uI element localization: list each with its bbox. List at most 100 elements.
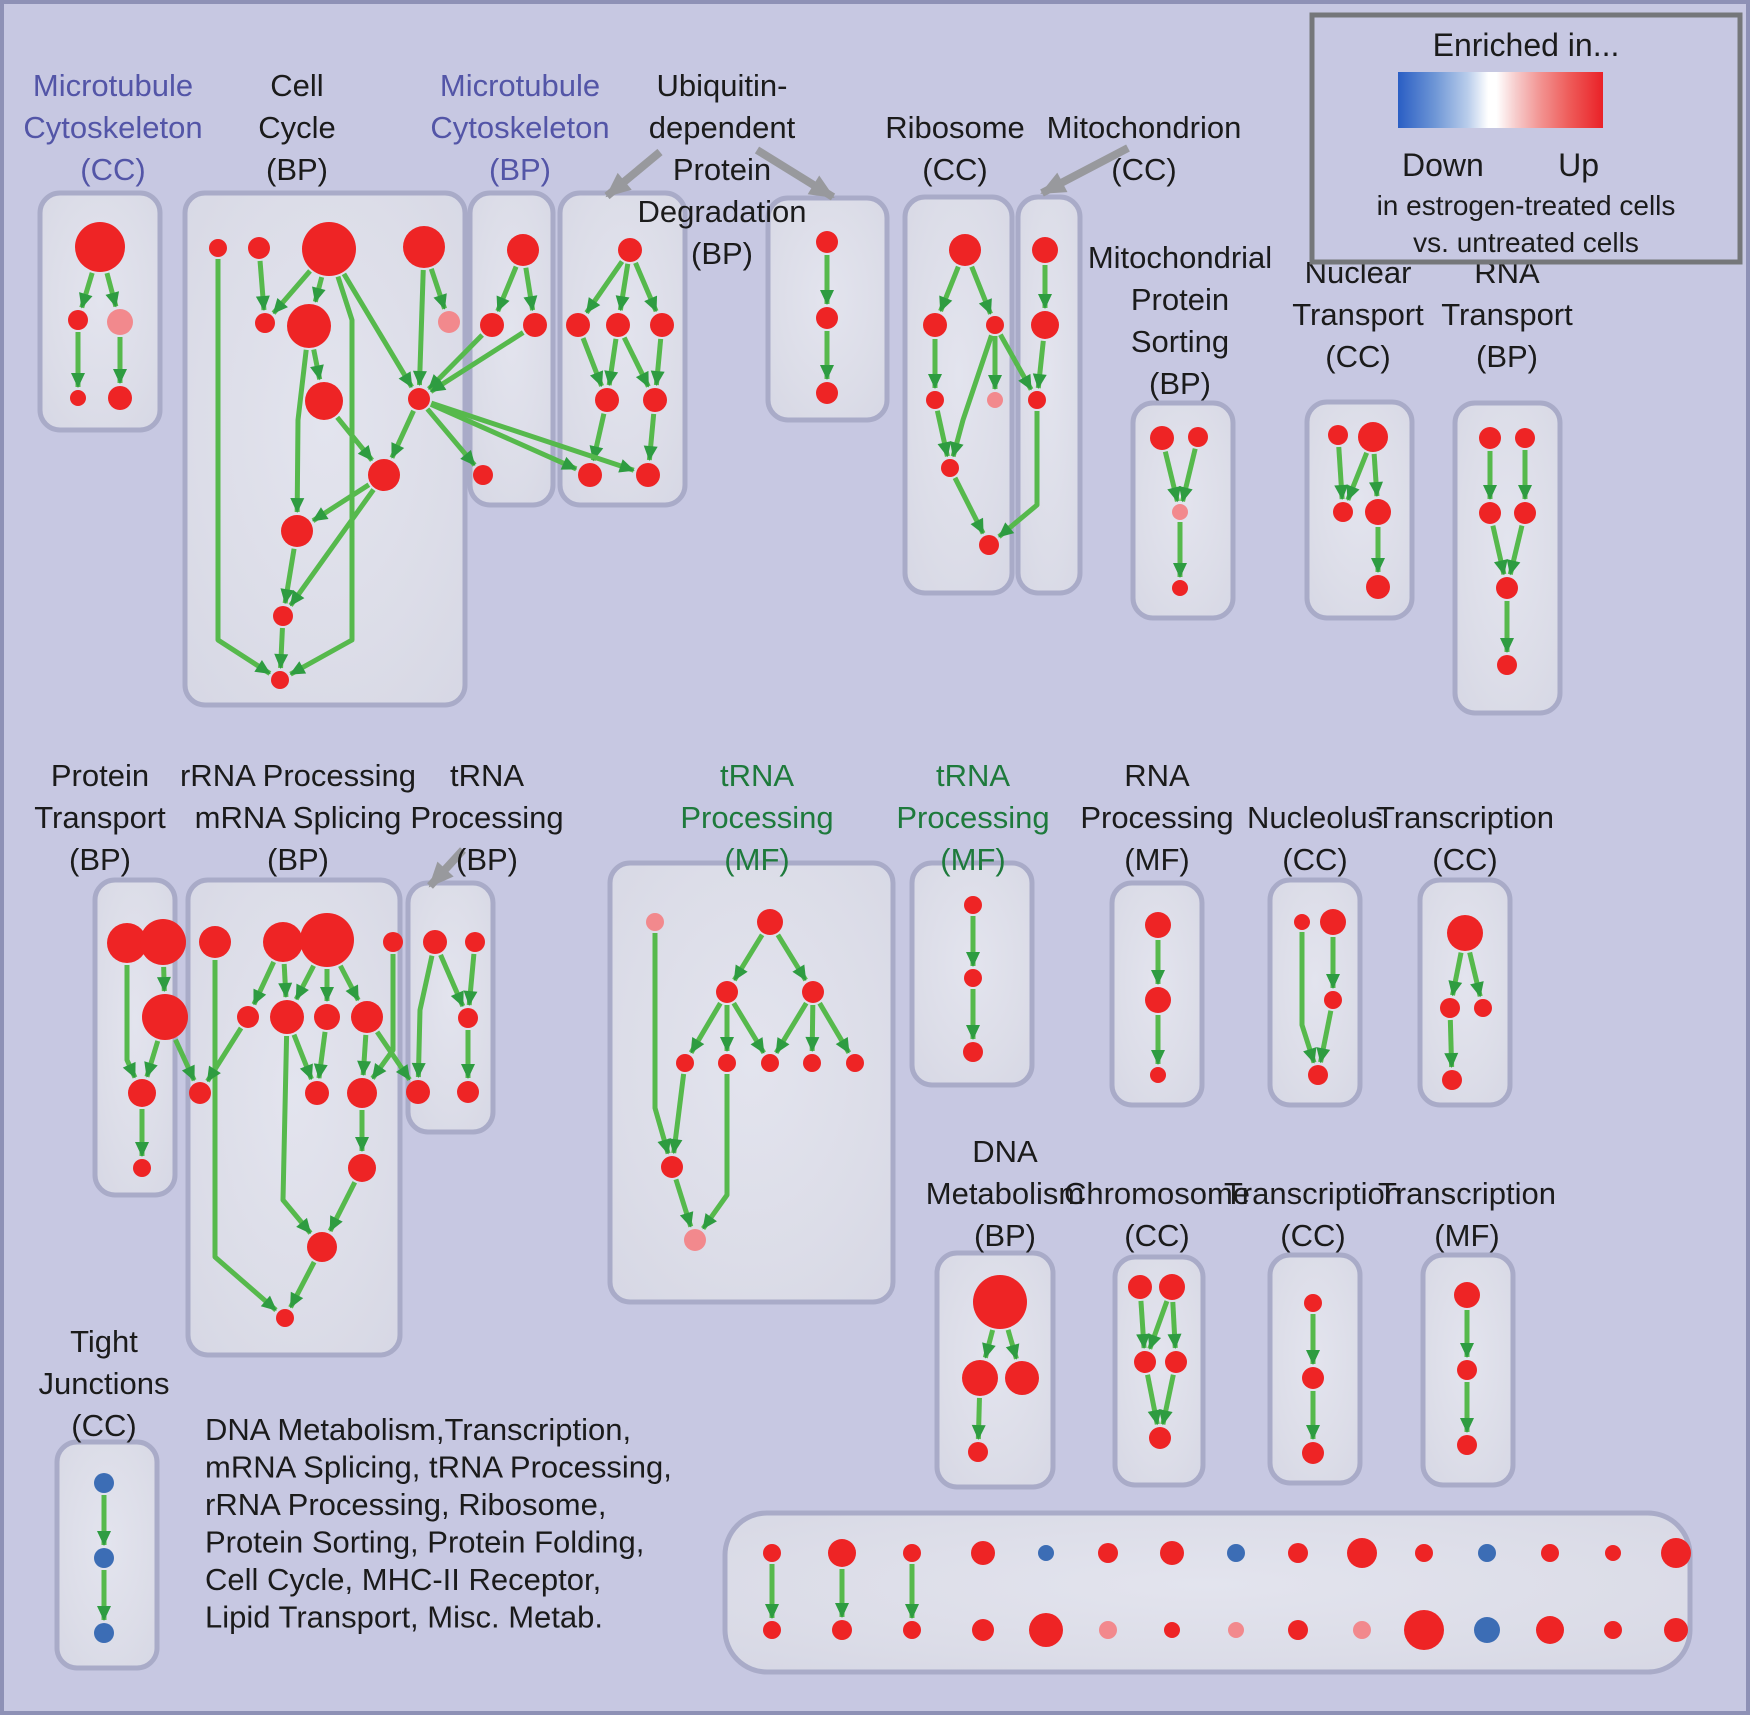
go-term-node-bt4: [1038, 1545, 1054, 1561]
edge-v9-v10: [673, 1178, 694, 1228]
edge-rt2-rt4: [1490, 525, 1508, 576]
legend-subtitle-1: in estrogen-treated cells: [1377, 190, 1676, 221]
cluster-label-18: Chromosome (CC): [1064, 1176, 1250, 1253]
legend-title: Enriched in...: [1433, 27, 1620, 63]
edge-n2-n3: [1316, 1010, 1334, 1064]
edge-v1-v3: [775, 933, 808, 982]
edge-tc1-tc3: [1444, 1019, 1459, 1069]
go-term-node-v0: [646, 913, 664, 931]
edge-s0-s13: [212, 960, 278, 1313]
cluster-label-9: Protein Transport (BP): [34, 758, 166, 877]
go-term-node-t4: [133, 1159, 151, 1177]
edge-v5-v10: [701, 1074, 730, 1231]
go-term-node-s12: [307, 1232, 337, 1262]
cluster-box-chromosome: [1112, 1254, 1206, 1488]
go-term-node-tc2: [1474, 999, 1492, 1017]
go-term-node-u6: [578, 463, 602, 487]
go-term-node-bb9: [1353, 1621, 1371, 1639]
cluster-box-cell-cycle: [182, 190, 468, 708]
go-term-node-n1: [1320, 909, 1346, 935]
edge-d1-d3: [971, 1397, 986, 1440]
go-term-node-bt14: [1661, 1538, 1691, 1568]
edge-r5-r6: [952, 476, 986, 535]
go-term-node-bt7: [1227, 1544, 1245, 1562]
edge-r0-r2: [969, 265, 993, 315]
go-term-node-tc3: [1442, 1070, 1462, 1090]
go-term-node-bb2: [903, 1621, 921, 1639]
go-term-node-s4: [237, 1006, 259, 1028]
edge-s2-s5: [294, 964, 316, 1001]
edge-u3-u5: [650, 338, 665, 387]
cluster-label-15: Nucleolus (CC): [1247, 800, 1383, 877]
edge-v3-v8: [817, 1001, 852, 1054]
edge-cca-ccm: [215, 259, 272, 676]
edge-p2-cci: [429, 330, 525, 394]
go-term-node-j2: [94, 1623, 114, 1643]
go-term-node-s5: [270, 1000, 304, 1034]
go-term-node-p1: [480, 313, 504, 337]
edge-t2-t3: [144, 1040, 161, 1078]
go-term-node-d3: [968, 1442, 988, 1462]
edge-s12-s13: [288, 1260, 317, 1309]
go-term-node-bt0: [763, 1544, 781, 1562]
go-term-node-v5: [718, 1054, 736, 1072]
go-term-node-ccl: [273, 606, 293, 626]
go-term-node-u2: [606, 313, 630, 337]
go-term-node-r0: [949, 234, 981, 266]
edge-u5-u7: [643, 413, 658, 462]
edge-w0-w3: [411, 955, 435, 1078]
go-term-node-bt1: [828, 1539, 856, 1567]
label-pointer-arrow-2: [1040, 144, 1130, 197]
go-term-node-u5: [643, 388, 667, 412]
cluster-label-17: DNA Metabolism (BP): [926, 1134, 1085, 1253]
go-term-node-s9: [305, 1081, 329, 1105]
go-term-node-w2: [458, 1008, 478, 1028]
edge-u2-u4: [604, 338, 619, 387]
go-term-node-ms3: [1172, 580, 1188, 596]
edge-v3-v7: [805, 1004, 820, 1052]
legend-gradient-bar: [1398, 72, 1603, 128]
edge-s5-s12: [280, 1035, 313, 1235]
go-term-node-x0: [1304, 1294, 1322, 1312]
go-term-node-y1: [1457, 1360, 1477, 1380]
label-pointer-arrow-0: [604, 148, 663, 200]
go-term-node-rt4: [1496, 577, 1518, 599]
go-term-node-h1: [1159, 1274, 1185, 1300]
go-term-node-mc1: [68, 310, 88, 330]
go-term-node-s8: [189, 1082, 211, 1104]
cluster-box-microtubule-cc: [37, 190, 163, 433]
edge-ccj-ccl: [288, 488, 376, 607]
go-term-node-x2: [1302, 1442, 1324, 1464]
edge-v4-v9: [668, 1073, 687, 1155]
go-term-node-w4: [457, 1081, 479, 1103]
go-term-node-nt3: [1365, 499, 1391, 525]
edge-u0-u3: [633, 261, 659, 313]
go-term-node-w1: [465, 932, 485, 952]
go-term-node-rt1: [1515, 428, 1535, 448]
edge-ms0-ms2: [1162, 451, 1181, 503]
go-term-node-tc1: [1440, 998, 1460, 1018]
edge-h0-h2: [1136, 1300, 1151, 1350]
go-term-node-h4: [1149, 1427, 1171, 1449]
cluster-box-mixed-terms: [722, 1510, 1693, 1675]
edge-s1-s5: [278, 963, 293, 999]
edge-v0-v9: [652, 933, 671, 1155]
go-term-node-v8: [846, 1054, 864, 1072]
edge-s6-s9: [313, 1031, 328, 1080]
edge-h3-h4: [1158, 1374, 1176, 1426]
go-term-node-bt8: [1288, 1543, 1308, 1563]
go-term-node-bb0: [763, 1621, 781, 1639]
edge-s3-s10: [370, 954, 396, 1080]
edge-h1-h2: [1147, 1300, 1170, 1350]
go-term-node-mc4: [108, 386, 132, 410]
edge-ccd-cci: [412, 269, 427, 387]
edge-h1-h3: [1167, 1301, 1182, 1350]
go-term-node-v4: [676, 1054, 694, 1072]
go-term-node-rt3: [1514, 502, 1536, 524]
edge-cci-u7: [430, 400, 635, 473]
go-term-node-s1: [263, 922, 303, 962]
cluster-box-rna-transport: [1452, 400, 1563, 716]
go-term-node-s0: [199, 926, 231, 958]
